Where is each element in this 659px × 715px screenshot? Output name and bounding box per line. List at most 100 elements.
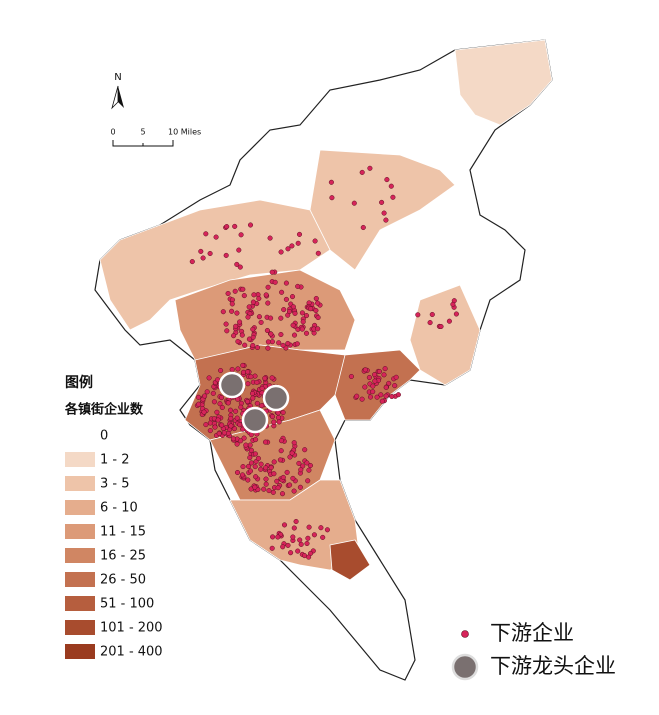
enterprise-point bbox=[207, 428, 213, 434]
enterprise-point bbox=[271, 459, 277, 465]
enterprise-point bbox=[236, 247, 242, 253]
enterprise-point bbox=[228, 415, 234, 421]
enterprise-point bbox=[446, 318, 452, 324]
enterprise-point bbox=[242, 342, 248, 348]
enterprise-point bbox=[265, 339, 271, 345]
enterprise-point bbox=[278, 331, 284, 338]
enterprise-point bbox=[299, 310, 305, 316]
enterprise-point bbox=[219, 404, 225, 411]
north-arrow: N bbox=[111, 72, 124, 110]
enterprise-point bbox=[259, 403, 265, 409]
enterprise-point bbox=[269, 269, 275, 275]
enterprise-point bbox=[302, 447, 308, 453]
enterprise-point bbox=[212, 424, 218, 430]
enterprise-point bbox=[234, 469, 241, 476]
enterprise-point bbox=[328, 179, 334, 185]
enterprise-point bbox=[254, 379, 260, 385]
legend-swatch bbox=[65, 476, 95, 491]
enterprise-point bbox=[235, 396, 241, 402]
enterprise-point bbox=[266, 488, 272, 494]
enterprise-point bbox=[285, 246, 291, 252]
enterprise-point bbox=[291, 525, 297, 531]
enterprise-point bbox=[232, 223, 238, 229]
north-label: N bbox=[114, 72, 121, 83]
enterprise-point bbox=[281, 307, 287, 313]
enterprise-point bbox=[246, 336, 252, 342]
enterprise-point bbox=[250, 299, 256, 305]
enterprise-point bbox=[248, 460, 255, 466]
legend-label: 1 - 2 bbox=[100, 453, 130, 468]
enterprise-point bbox=[239, 472, 246, 478]
enterprise-point bbox=[283, 280, 289, 286]
legend-swatch bbox=[65, 500, 95, 515]
enterprise-point bbox=[247, 455, 253, 461]
enterprise-point bbox=[306, 554, 312, 560]
region bbox=[329, 539, 371, 581]
enterprise-point bbox=[290, 475, 296, 481]
enterprise-point bbox=[294, 341, 300, 347]
enterprise-point bbox=[247, 468, 254, 474]
enterprise-point bbox=[268, 331, 274, 337]
legend-swatch bbox=[65, 644, 95, 659]
enterprise-point bbox=[265, 345, 271, 351]
enterprise-point bbox=[381, 372, 387, 378]
enterprise-point bbox=[280, 474, 286, 480]
enterprise-point bbox=[247, 222, 254, 228]
enterprise-point bbox=[230, 436, 236, 442]
enterprise-point bbox=[299, 326, 305, 332]
enterprise-point bbox=[289, 243, 295, 249]
enterprise-point bbox=[315, 326, 321, 332]
enterprise-point bbox=[306, 524, 312, 530]
enterprise-point bbox=[189, 259, 195, 265]
enterprise-point bbox=[366, 374, 372, 381]
enterprise-point bbox=[290, 322, 296, 328]
leading-enterprise bbox=[262, 384, 290, 412]
enterprise-point bbox=[262, 439, 269, 445]
enterprise-point bbox=[245, 381, 251, 387]
enterprise-point bbox=[231, 333, 237, 339]
leading-enterprises bbox=[218, 371, 290, 434]
enterprise-point bbox=[453, 311, 459, 317]
enterprise-point bbox=[216, 430, 222, 437]
enterprise-point bbox=[281, 522, 288, 528]
enterprise-point bbox=[268, 465, 274, 471]
enterprise-point bbox=[206, 375, 212, 381]
enterprise-point bbox=[362, 367, 368, 373]
enterprise-point bbox=[261, 486, 267, 492]
enterprise-point bbox=[277, 457, 283, 463]
enterprise-point bbox=[393, 374, 399, 380]
enterprise-point bbox=[248, 374, 254, 380]
enterprise-point bbox=[240, 286, 246, 292]
enterprise-point bbox=[276, 340, 282, 346]
enterprise-point bbox=[318, 525, 324, 531]
enterprise-point bbox=[291, 332, 298, 338]
enterprise-point bbox=[272, 279, 278, 285]
legend-label: 51 - 100 bbox=[100, 597, 154, 612]
enterprise-point bbox=[223, 321, 229, 327]
legend-point-symbol bbox=[451, 653, 479, 681]
scale-bar-line bbox=[112, 140, 174, 147]
enterprise-point bbox=[278, 249, 284, 255]
enterprise-point bbox=[308, 306, 314, 312]
enterprise-point bbox=[234, 441, 240, 447]
enterprise-point bbox=[307, 462, 313, 469]
enterprise-point bbox=[235, 366, 241, 372]
enterprise-point bbox=[297, 537, 303, 543]
enterprise-point bbox=[207, 250, 213, 257]
enterprise-point bbox=[324, 527, 330, 533]
enterprise-point bbox=[263, 481, 269, 487]
enterprise-point bbox=[256, 314, 262, 320]
enterprise-point bbox=[360, 224, 366, 231]
enterprise-point bbox=[225, 290, 231, 297]
enterprise-point bbox=[253, 474, 259, 480]
enterprise-point bbox=[362, 384, 368, 390]
enterprise-point bbox=[243, 442, 249, 448]
enterprise-point bbox=[295, 240, 301, 246]
enterprise-point bbox=[348, 373, 354, 380]
enterprise-point bbox=[275, 415, 282, 421]
enterprise-point bbox=[229, 366, 235, 373]
legend-swatch bbox=[65, 428, 95, 443]
enterprise-point bbox=[450, 301, 456, 307]
enterprise-point bbox=[378, 392, 384, 398]
